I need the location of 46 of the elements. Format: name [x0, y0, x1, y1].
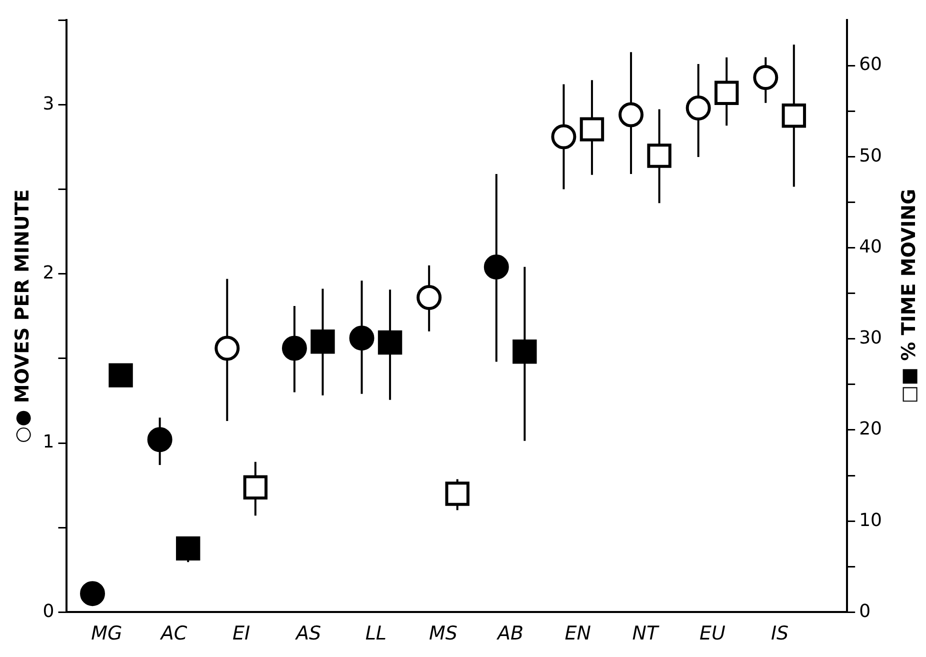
point: [580, 117, 604, 142]
point: [243, 475, 268, 500]
point: [445, 482, 470, 506]
x-tick-label: IS: [770, 622, 789, 645]
point: [618, 102, 644, 128]
x-tick-label: EU: [700, 622, 726, 645]
point: [753, 65, 778, 90]
point: [80, 581, 106, 606]
y-tick-label: 2: [42, 262, 54, 284]
point: [378, 330, 402, 355]
point: [214, 336, 240, 361]
point: [310, 330, 335, 354]
y2-tick-label: 60: [859, 54, 882, 76]
point: [147, 427, 172, 452]
point: [686, 95, 711, 120]
x-tick-label: AS: [294, 622, 322, 645]
point: [416, 284, 442, 310]
point: [176, 536, 200, 561]
x-tick-label: EN: [564, 622, 591, 645]
x-tick-label: NT: [632, 622, 660, 645]
point: [551, 124, 576, 150]
x-tick-label: AB: [496, 622, 524, 645]
y2-axis-title: □■ % TIME MOVING: [898, 188, 920, 404]
x-tick-label: MS: [428, 622, 458, 645]
y-tick-label: 1: [42, 432, 54, 453]
y-axis-title: ○● MOVES PER MINUTE: [11, 189, 34, 443]
x-tick-label: LL: [365, 622, 386, 645]
x-tick-label: EI: [232, 622, 250, 645]
y2-tick-label: 20: [859, 418, 882, 440]
point: [647, 144, 672, 168]
point: [782, 104, 806, 128]
point: [512, 340, 537, 364]
y2-tick-label: 50: [859, 145, 882, 166]
point: [108, 363, 133, 388]
x-tick-label: AC: [158, 622, 188, 645]
y-tick-label: 0: [42, 600, 54, 622]
point: [484, 254, 509, 280]
y-tick-label: 3: [42, 93, 54, 114]
y2-tick-label: 0: [859, 600, 871, 622]
point: [349, 326, 374, 351]
y2-tick-label: 10: [859, 510, 882, 531]
x-tick-label: MG: [91, 622, 122, 645]
point: [282, 336, 307, 361]
y2-tick-label: 40: [859, 236, 882, 258]
y2-tick-label: 30: [859, 328, 882, 349]
point: [714, 80, 739, 105]
